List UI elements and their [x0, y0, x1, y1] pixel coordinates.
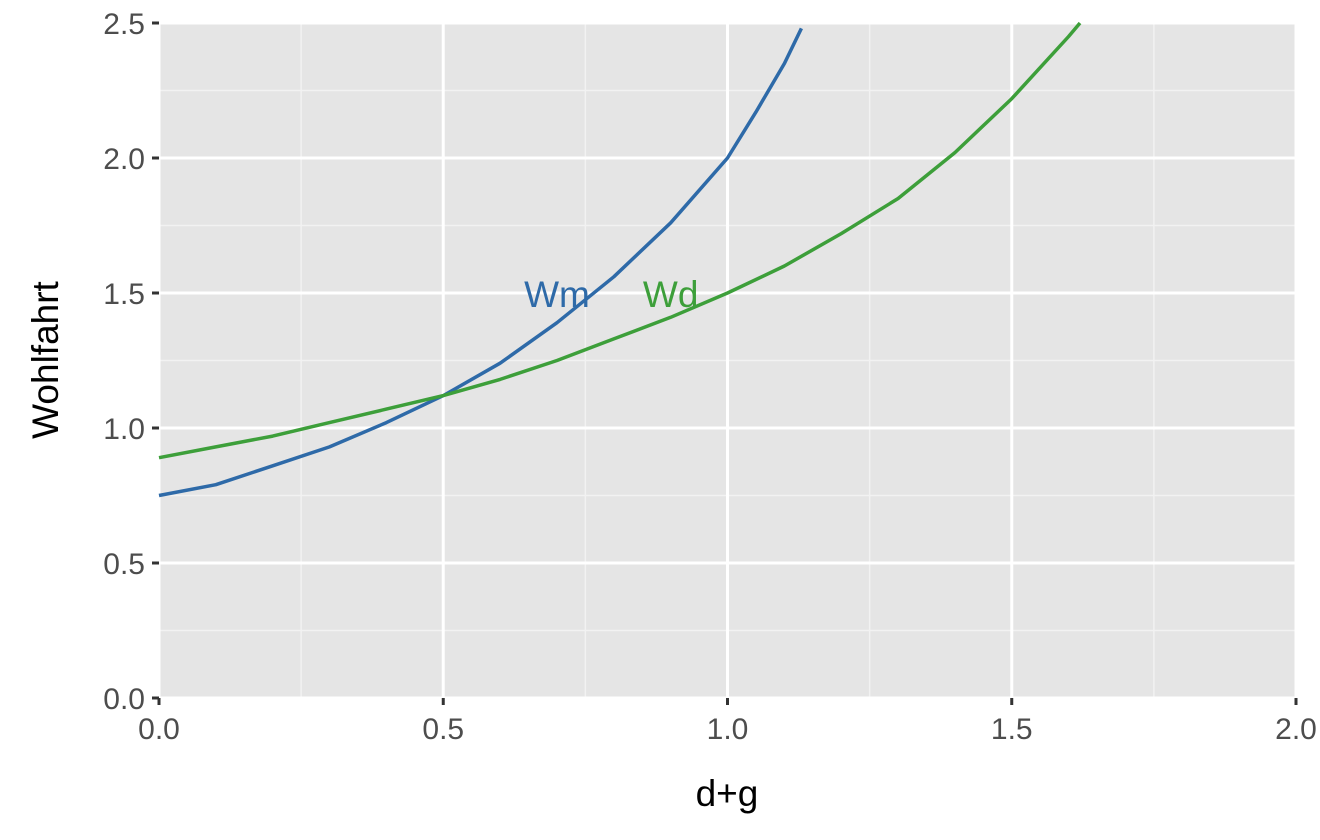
- x-tick-label: 0.5: [422, 713, 464, 746]
- series-label-wm: Wm: [524, 274, 590, 315]
- y-tick-label: 0.5: [103, 548, 145, 581]
- x-tick-label: 0.0: [138, 713, 180, 746]
- x-axis-title: d+g: [696, 773, 759, 814]
- y-tick-label: 2.0: [103, 143, 145, 176]
- series-line-wm: [158, 27, 803, 498]
- x-tick-label: 1.0: [707, 713, 749, 746]
- x-tick-label: 1.5: [991, 713, 1033, 746]
- y-tick-label: 1.5: [103, 278, 145, 311]
- series-line-wd: [158, 21, 1082, 460]
- series-label-wd: Wd: [643, 274, 699, 315]
- y-tick-label: 0.0: [103, 683, 145, 716]
- axes: 0.0 0.5 1.0 1.5 2.0 0.0 0.5 1.0 1.5 2.0 2.5: [103, 8, 1317, 746]
- series-lines: Wm Wd: [158, 21, 1082, 498]
- y-axis-title: Wohlfahrt: [25, 280, 66, 438]
- x-tick-label: 2.0: [1275, 713, 1317, 746]
- y-tick-label: 2.5: [103, 8, 145, 41]
- y-tick-label: 1.0: [103, 413, 145, 446]
